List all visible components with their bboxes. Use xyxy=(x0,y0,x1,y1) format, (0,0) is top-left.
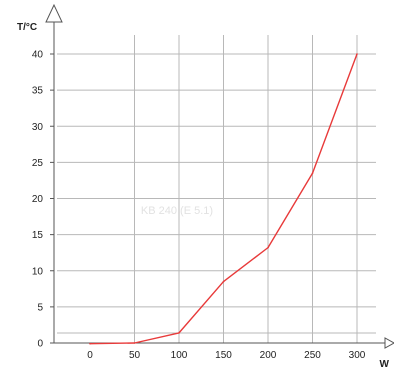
data-point-50 xyxy=(133,342,136,344)
data-point-0 xyxy=(89,342,91,345)
vertical-gridlines xyxy=(134,35,358,343)
series-group xyxy=(89,53,358,345)
x-tick-label-300: 300 xyxy=(349,350,366,361)
x-tick-label-250: 250 xyxy=(304,350,321,361)
x-tick-label-0: 0 xyxy=(87,350,93,361)
y-axis-arrow xyxy=(45,3,63,23)
x-tick-label-100: 100 xyxy=(171,350,188,361)
y-tick-label-20: 20 xyxy=(32,194,44,205)
horizontal-gridlines xyxy=(57,53,376,334)
axes xyxy=(45,3,394,349)
y-tick-label-5: 5 xyxy=(37,302,43,313)
data-point-200 xyxy=(267,246,269,249)
y-tick-label-25: 25 xyxy=(32,158,44,169)
data-point-100 xyxy=(178,332,180,334)
y-tick-label-15: 15 xyxy=(32,230,44,241)
x-axis-arrow xyxy=(384,337,394,349)
x-axis-label: W xyxy=(380,359,390,370)
data-point-150 xyxy=(222,280,225,283)
x-tick-labels: 0 50 100 150 200 250 300 xyxy=(87,350,366,361)
data-point-250 xyxy=(311,172,314,175)
y-tick-label-40: 40 xyxy=(32,50,44,61)
x-tick-label-150: 150 xyxy=(215,350,232,361)
y-axis-label: T/°C xyxy=(17,22,37,33)
y-tick-label-10: 10 xyxy=(32,266,44,277)
data-point-300 xyxy=(356,53,358,55)
y-tick-labels: 0 5 10 15 20 25 30 35 40 xyxy=(32,50,44,350)
x-tick-label-50: 50 xyxy=(129,350,141,361)
chart-annotation: KB 240 (E 5.1) xyxy=(141,205,213,217)
x-tick-label-200: 200 xyxy=(260,350,277,361)
y-tick-label-35: 35 xyxy=(32,86,44,97)
y-tick-label-30: 30 xyxy=(32,122,44,133)
y-tick-label-0: 0 xyxy=(37,339,43,350)
